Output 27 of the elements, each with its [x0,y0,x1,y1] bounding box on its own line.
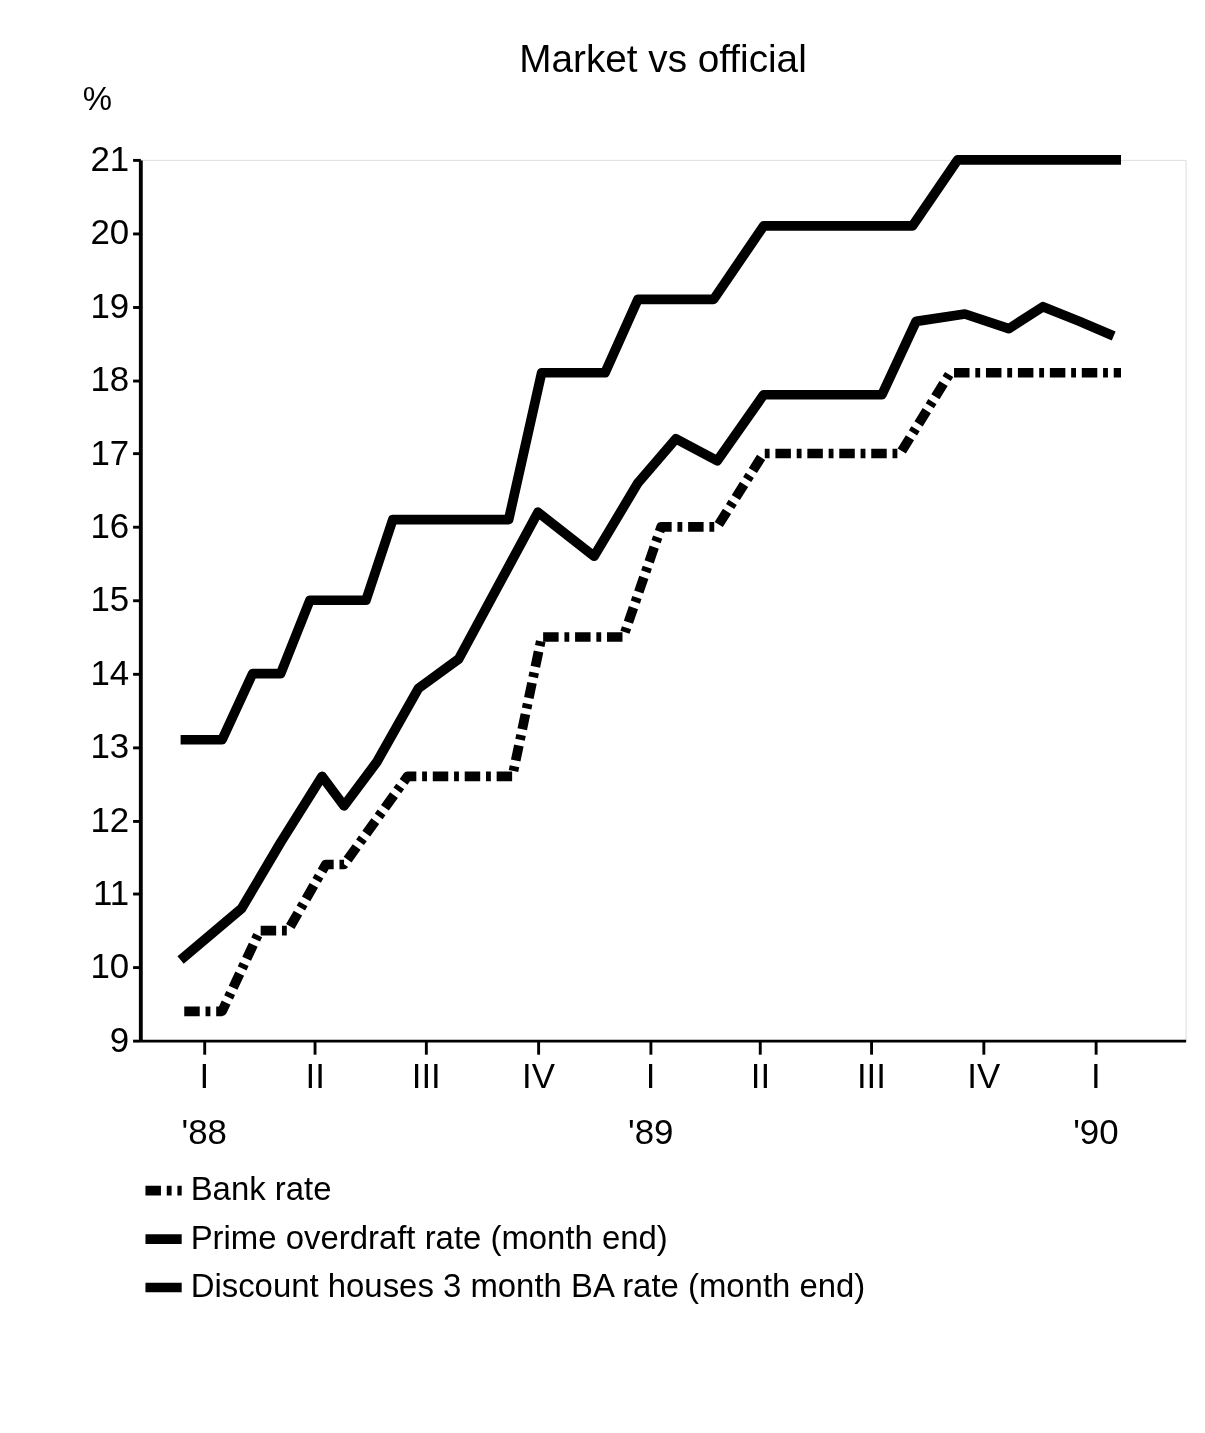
y-tick-label: 14 [90,652,130,692]
legend-label: Discount houses 3 month BA rate (month end) [190,1267,866,1305]
x-tick-label: I '90 [1073,1055,1119,1151]
y-axis-title: % [82,80,112,118]
legend-label: Prime overdraft rate (month end) [190,1218,668,1256]
x-tick-label: I '89 [627,1055,674,1151]
y-tick-label: 19 [90,285,130,325]
y-tick-label: 16 [90,506,130,546]
x-tick-label: III [411,1055,441,1095]
y-tick-label: 9 [109,1019,130,1059]
x-tick-label: I '88 [181,1055,227,1151]
y-tick-label: 21 [90,139,130,179]
y-tick-label: 13 [90,726,130,766]
y-tick-label: 15 [90,579,130,619]
x-tick-label: IV [967,1055,1001,1095]
y-tick-label: 10 [90,946,130,986]
y-tick-label: 12 [90,799,130,839]
legend-label: Bank rate [190,1170,332,1208]
chart-title: Market vs official [519,36,807,80]
y-tick-label: 17 [90,432,130,472]
y-tick-label: 18 [90,359,130,399]
x-tick-label: IV [521,1055,556,1095]
x-tick-label: II [305,1055,325,1095]
y-tick-label: 11 [93,873,130,912]
x-tick-label: III [856,1055,886,1095]
x-tick-label: II [750,1055,771,1095]
y-tick-label: 20 [90,212,130,252]
